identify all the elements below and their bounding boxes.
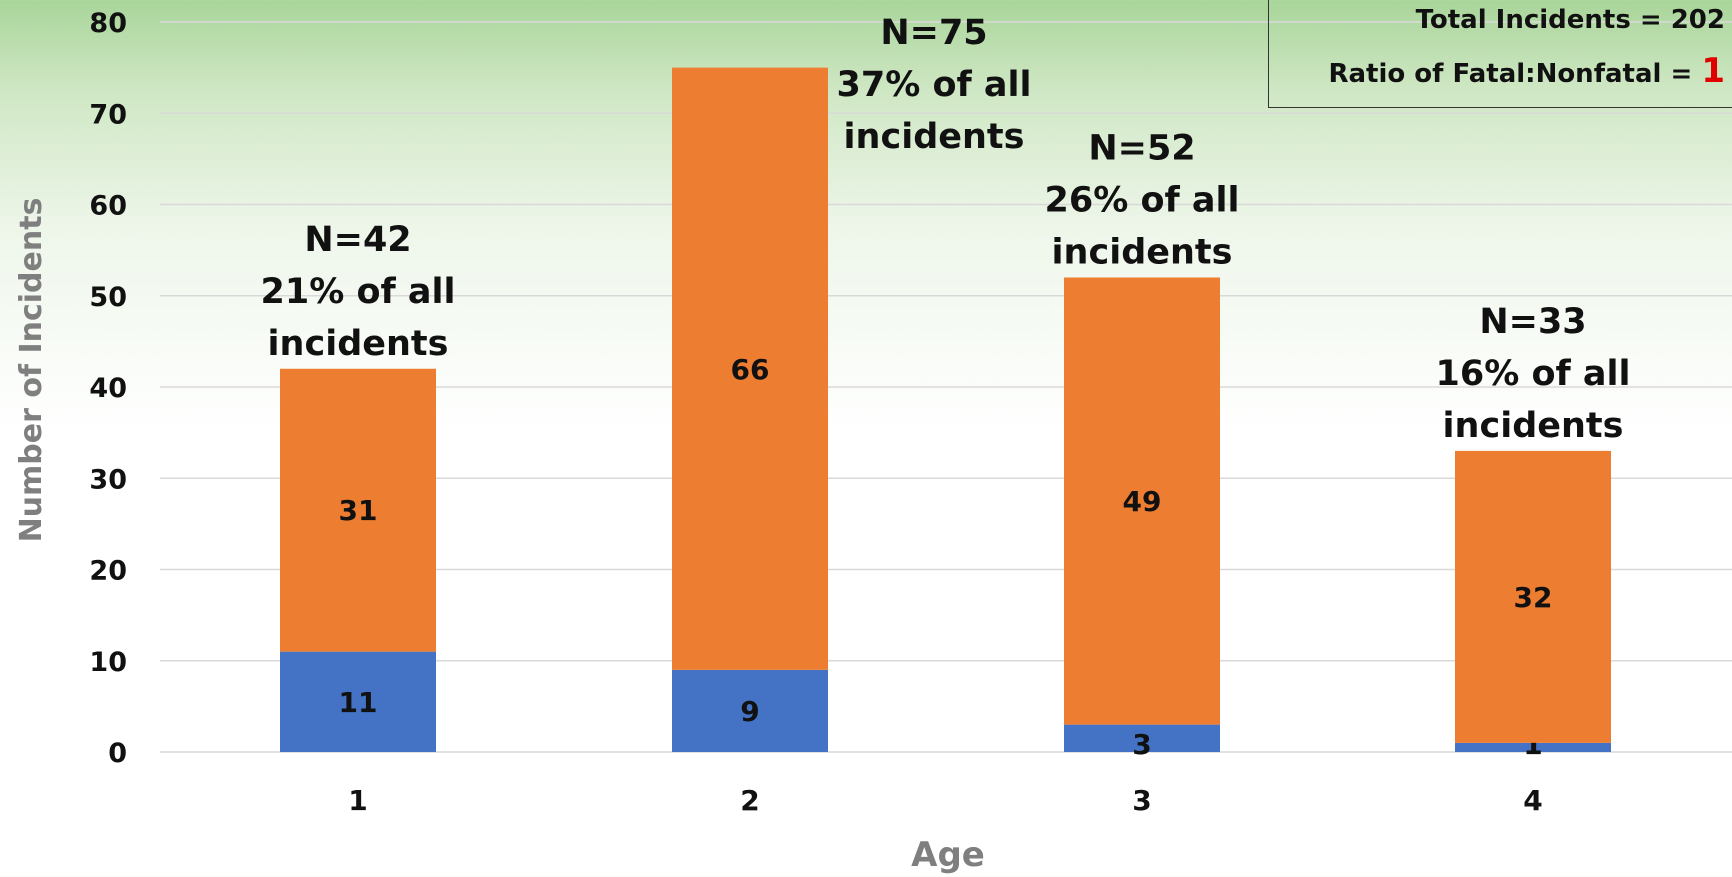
bar-annotation: 37% of all bbox=[836, 65, 1031, 105]
bar-segment bbox=[672, 67, 828, 670]
fatal-ratio-text: Ratio of Fatal:Nonfatal = 1 bbox=[1328, 51, 1725, 91]
y-tick-label: 30 bbox=[89, 464, 127, 495]
bar-segment bbox=[280, 368, 436, 652]
y-tick-label: 80 bbox=[89, 8, 127, 39]
y-tick-label: 50 bbox=[89, 282, 127, 313]
x-tick-label: 2 bbox=[740, 784, 759, 817]
bar-value-label: 49 bbox=[1123, 485, 1162, 518]
x-tick-label: 4 bbox=[1523, 784, 1542, 817]
bar-value-label: 11 bbox=[339, 686, 378, 719]
bar-annotation: 26% of all bbox=[1044, 181, 1239, 221]
bar-annotation: incidents bbox=[1443, 406, 1624, 446]
bar-annotation: incidents bbox=[1052, 233, 1233, 273]
bar-value-label: 66 bbox=[731, 353, 770, 386]
y-tick-label: 0 bbox=[108, 738, 127, 769]
bar-value-label: 9 bbox=[740, 695, 759, 728]
bar-value-label: 32 bbox=[1514, 581, 1553, 614]
x-axis-title: Age bbox=[911, 835, 985, 875]
bar-segment bbox=[280, 651, 436, 752]
bar-annotation: incidents bbox=[844, 117, 1025, 157]
bar-segment bbox=[1064, 724, 1220, 752]
y-tick-label: 70 bbox=[89, 99, 127, 130]
bar-value-label: 3 bbox=[1132, 728, 1151, 761]
bar-annotation: N=52 bbox=[1088, 129, 1195, 169]
bar-segment bbox=[1455, 450, 1611, 743]
bar-segment bbox=[1455, 742, 1611, 752]
bar-annotation: N=42 bbox=[304, 220, 411, 260]
bar-segment bbox=[672, 669, 828, 752]
y-tick-label: 10 bbox=[89, 647, 127, 678]
ratio-label: Ratio of Fatal:Nonfatal = bbox=[1328, 59, 1702, 89]
bar-annotations: N=42 21% of all incidents N=75 37% of all inc… bbox=[260, 13, 1630, 446]
bar-annotation: incidents bbox=[268, 324, 449, 364]
bar-value-label: 31 bbox=[339, 494, 378, 527]
x-tick-label: 1 bbox=[348, 784, 367, 817]
bar-segment bbox=[1064, 277, 1220, 725]
bar-annotation: 16% of all bbox=[1435, 354, 1630, 394]
bar-annotation: N=33 bbox=[1479, 302, 1586, 342]
ratio-value: 1 bbox=[1701, 51, 1725, 91]
bar-annotation: N=75 bbox=[880, 13, 987, 53]
y-tick-label: 60 bbox=[89, 191, 127, 222]
bar-annotation: 21% of all bbox=[260, 272, 455, 312]
ticks: 0 10 20 30 40 50 60 70 80 1 2 3 4 bbox=[89, 8, 1542, 817]
total-incidents-text: Total Incidents = 202 bbox=[1415, 5, 1725, 35]
y-tick-label: 40 bbox=[89, 373, 127, 404]
x-tick-label: 3 bbox=[1132, 784, 1151, 817]
y-tick-label: 20 bbox=[89, 556, 127, 587]
y-axis-title: Number of Incidents bbox=[14, 198, 49, 543]
summary-box: Total Incidents = 202 Ratio of Fatal:Non… bbox=[1268, 0, 1732, 108]
